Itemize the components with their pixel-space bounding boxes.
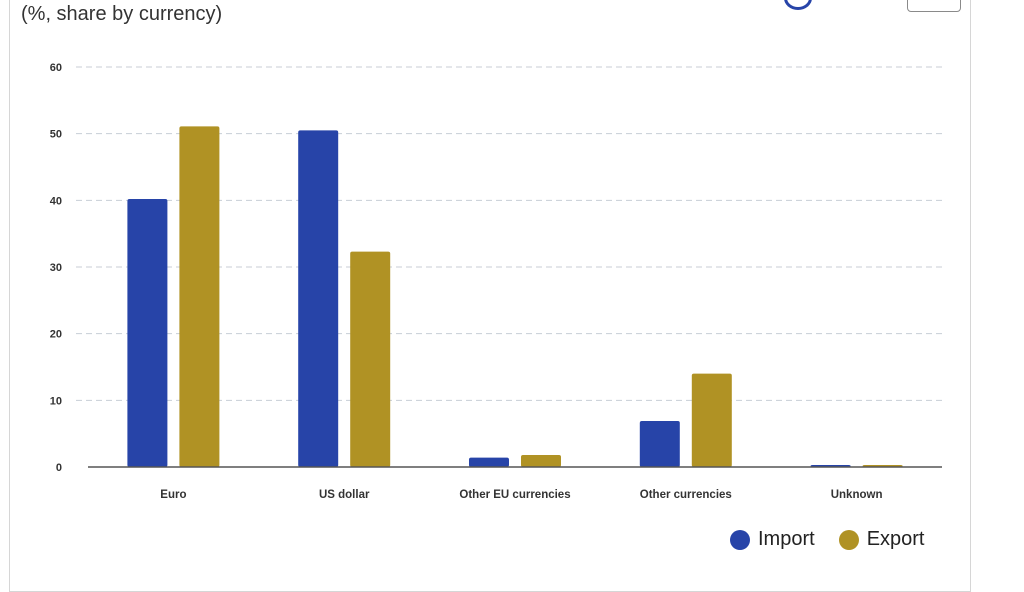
y-tick-label: 30 bbox=[50, 262, 62, 274]
bar-export-other-currencies[interactable] bbox=[691, 373, 732, 467]
x-tick-label: Other currencies bbox=[640, 489, 732, 501]
x-tick-label: US dollar bbox=[319, 489, 370, 501]
y-tick-label: 40 bbox=[50, 195, 62, 207]
bar-chart: 0 10 20 30 40 50 60 Euro US dollar Other EU curr… bbox=[50, 62, 942, 501]
bar-export-euro[interactable] bbox=[179, 126, 220, 467]
x-axis-labels: Euro US dollar Other EU currencies Other cu… bbox=[160, 489, 882, 501]
bar-export-us-dollar[interactable] bbox=[350, 251, 391, 467]
chart-card bbox=[9, 0, 971, 592]
bars bbox=[127, 126, 903, 468]
y-axis-ticks: 0 10 20 30 40 50 60 bbox=[50, 62, 62, 474]
x-tick-label: Unknown bbox=[831, 489, 883, 501]
legend-swatch-import bbox=[730, 529, 750, 550]
x-tick-label: Other EU currencies bbox=[459, 489, 570, 501]
legend-swatch-export bbox=[838, 529, 859, 550]
bar-import-euro[interactable] bbox=[127, 199, 168, 467]
bar-import-other-currencies[interactable] bbox=[639, 421, 680, 467]
legend-item-export[interactable]: Export bbox=[838, 528, 925, 551]
bar-import-us-dollar[interactable] bbox=[298, 130, 339, 468]
legend-item-import[interactable]: Import bbox=[730, 528, 815, 551]
y-tick-label: 60 bbox=[50, 62, 62, 74]
chart-legend: Import Export bbox=[730, 528, 949, 551]
y-tick-label: 0 bbox=[56, 462, 62, 474]
chart-subtitle: (%, share by currency) bbox=[21, 3, 223, 25]
x-tick-label: Euro bbox=[160, 489, 186, 501]
y-tick-label: 50 bbox=[50, 129, 62, 141]
legend-label-export: Export bbox=[866, 528, 925, 550]
grid-lines bbox=[76, 66, 942, 401]
bar-export-other-eu-currencies[interactable] bbox=[521, 455, 561, 467]
legend-label-import: Import bbox=[758, 528, 815, 550]
y-tick-label: 10 bbox=[50, 395, 62, 407]
y-tick-label: 20 bbox=[50, 329, 62, 341]
bar-import-other-eu-currencies[interactable] bbox=[469, 457, 509, 467]
chart-menu-button[interactable] bbox=[907, 0, 961, 12]
